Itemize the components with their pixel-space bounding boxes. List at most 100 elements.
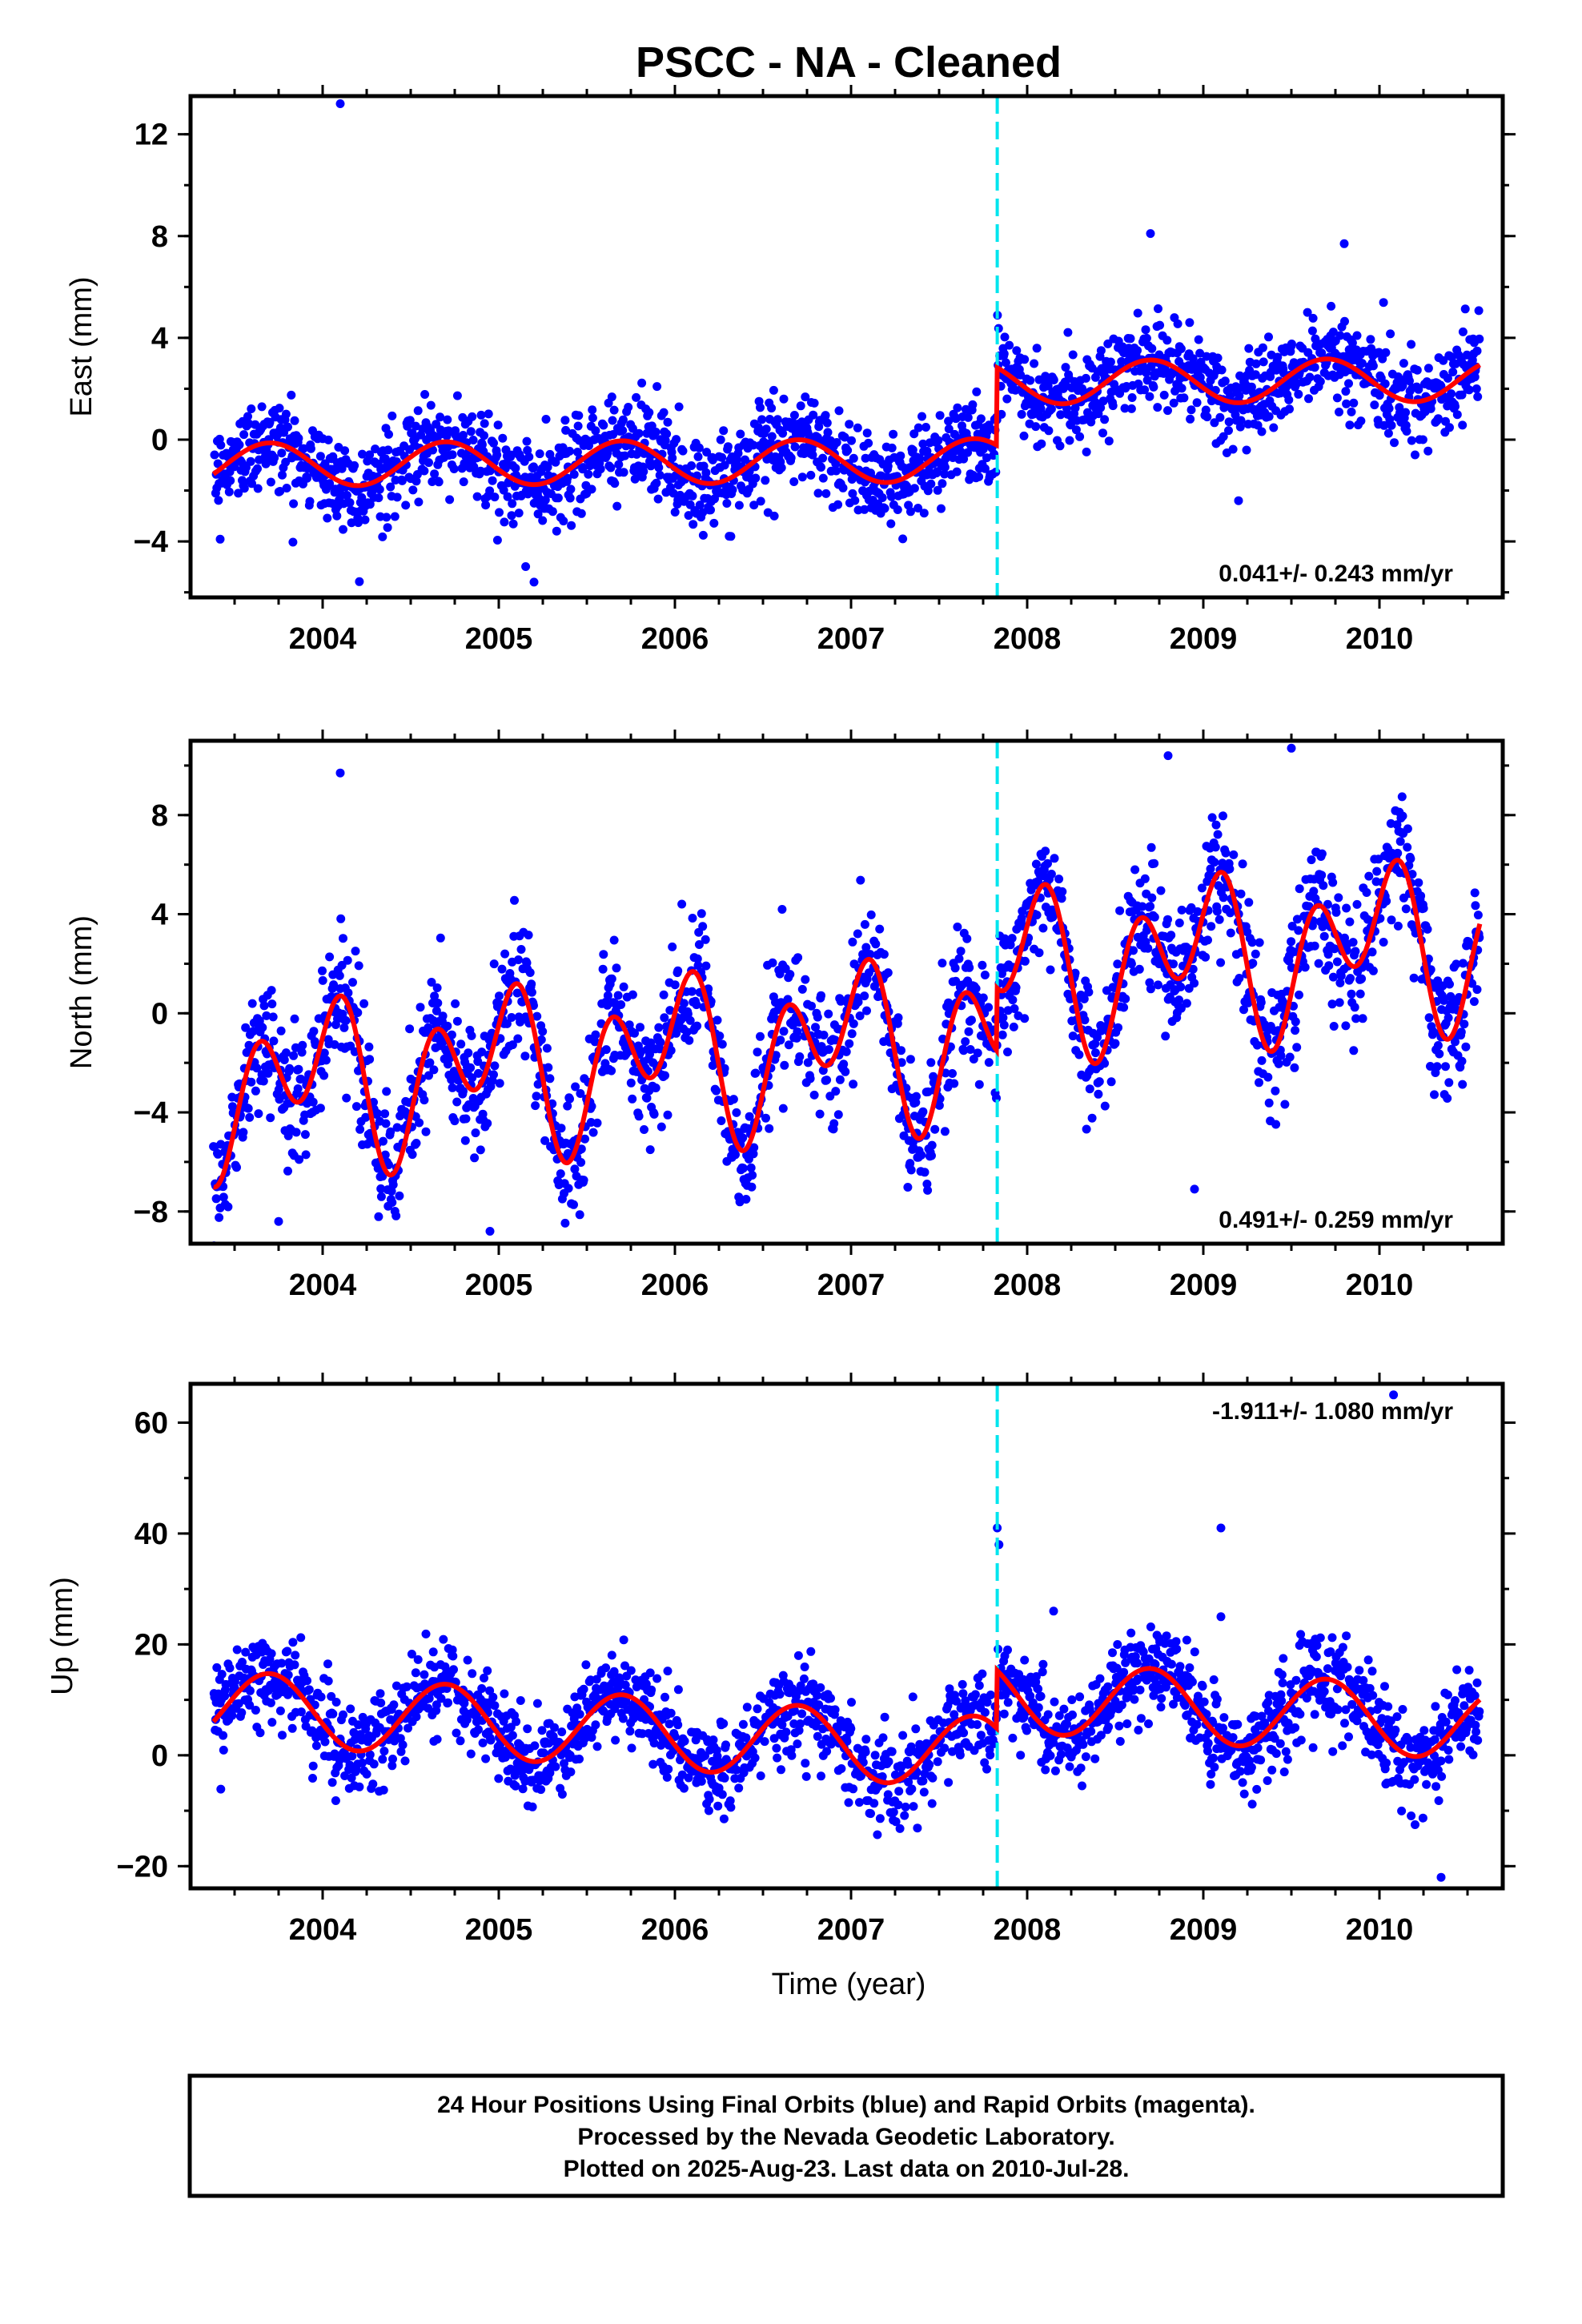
data-point (241, 1023, 251, 1032)
data-point (1405, 376, 1414, 386)
data-point (1248, 959, 1258, 968)
data-point (666, 1046, 676, 1055)
data-point (1001, 358, 1010, 368)
data-point (564, 1184, 573, 1193)
y-tick-label: 4 (151, 899, 168, 932)
data-point (956, 447, 966, 456)
data-point (642, 1093, 652, 1103)
data-point (664, 1764, 673, 1774)
data-point (1251, 359, 1261, 368)
data-point (340, 1771, 350, 1780)
data-point (311, 1040, 320, 1049)
data-point (978, 993, 988, 1003)
data-point (510, 1771, 520, 1780)
data-point (1202, 352, 1211, 361)
data-point (1300, 963, 1310, 972)
data-point (1050, 854, 1059, 863)
data-point (1215, 915, 1224, 924)
data-point (1342, 399, 1351, 408)
data-point (1100, 1101, 1110, 1111)
data-point (1279, 998, 1288, 1007)
data-point (275, 404, 284, 413)
data-point (639, 467, 648, 476)
data-point (1423, 446, 1433, 456)
data-point (1154, 304, 1162, 313)
data-point (1188, 964, 1198, 974)
data-point (1075, 432, 1085, 441)
data-point (912, 1092, 921, 1101)
data-point (259, 1076, 268, 1086)
data-point (1046, 404, 1056, 414)
data-point (653, 494, 663, 504)
data-point (404, 1723, 412, 1733)
data-point (776, 1035, 785, 1045)
data-point (779, 1027, 789, 1036)
data-point (1433, 1041, 1443, 1050)
data-point (354, 518, 363, 528)
data-point (1308, 313, 1318, 323)
data-point (934, 1100, 944, 1110)
data-point (719, 1814, 729, 1823)
data-point (1244, 898, 1254, 907)
data-point (651, 1084, 661, 1092)
data-point (853, 997, 863, 1007)
data-point (921, 423, 930, 432)
x-tick-label: 2008 (994, 622, 1062, 656)
data-point (283, 1166, 292, 1176)
data-point (926, 479, 936, 489)
data-point (1098, 396, 1108, 406)
data-point (896, 451, 905, 460)
data-point (503, 492, 512, 501)
data-point (768, 958, 777, 967)
data-point (266, 1698, 275, 1707)
data-point (293, 1084, 303, 1093)
outlier-point (335, 768, 345, 778)
data-point (427, 978, 436, 987)
data-point (343, 955, 352, 965)
data-point (793, 1027, 802, 1036)
data-point (1046, 965, 1055, 975)
data-point (687, 461, 697, 470)
data-point (1351, 947, 1360, 956)
data-point (1133, 308, 1142, 318)
data-point (1387, 915, 1396, 925)
y-tick-label: −4 (134, 1096, 168, 1130)
data-point (965, 963, 974, 972)
data-point (1121, 994, 1130, 1003)
data-point (963, 448, 973, 457)
data-point (1341, 1021, 1351, 1031)
data-point (913, 423, 923, 432)
data-point (1140, 874, 1150, 883)
data-point (836, 996, 845, 1006)
data-point (1212, 907, 1222, 916)
data-point (520, 1051, 530, 1061)
north-panel: 2004 2005 2006 2007 2008 2009 2010−8−4048North… (65, 730, 1516, 1302)
data-point (612, 501, 622, 511)
data-point (400, 1756, 410, 1766)
data-point (1358, 1014, 1367, 1023)
data-point (1398, 811, 1407, 821)
data-point (478, 1738, 488, 1747)
data-point (290, 1014, 299, 1023)
data-point (278, 470, 287, 480)
data-point (738, 1133, 748, 1143)
data-point (215, 534, 225, 544)
data-point (266, 477, 275, 487)
data-point (584, 469, 593, 479)
data-point (1379, 298, 1388, 308)
data-point (835, 1075, 845, 1084)
data-point (281, 1048, 291, 1058)
data-point (1253, 420, 1263, 430)
data-point (1310, 363, 1319, 372)
data-point (1257, 1055, 1267, 1065)
data-point (705, 1795, 714, 1804)
data-point (355, 1782, 364, 1791)
data-point (432, 1700, 441, 1710)
data-point (591, 1030, 600, 1039)
data-point (1304, 394, 1313, 404)
data-point (682, 1027, 692, 1037)
data-point (460, 1136, 470, 1145)
data-point (529, 1001, 538, 1011)
data-point (1084, 987, 1094, 997)
